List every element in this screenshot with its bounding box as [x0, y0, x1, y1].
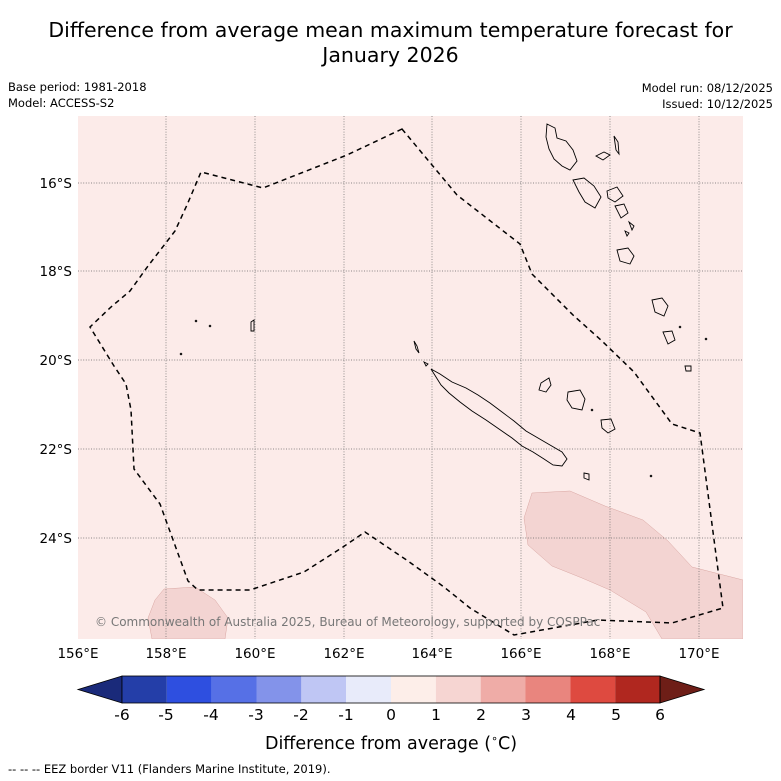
colorbar-swatch [122, 676, 167, 703]
colorbar-swatch [435, 676, 481, 703]
colorbar-arrow-high [659, 675, 706, 704]
coastlines [179, 123, 708, 481]
colorbar-swatch [346, 676, 391, 703]
base-period: Base period: 1981-2018 [8, 80, 147, 94]
lon-label-162e: 162°E [323, 646, 364, 662]
meta-left: Base period: 1981-2018 Model: ACCESS-S2 [8, 79, 147, 111]
colorbar-swatch [570, 676, 616, 703]
title-line-1: Difference from average mean maximum tem… [48, 18, 733, 42]
colorbar [76, 675, 706, 704]
colorbar-arrow-low [76, 675, 123, 704]
colorbar-swatch [391, 676, 436, 703]
cb-tick: 6 [655, 706, 665, 724]
eez-footnote: -- -- -- EEZ border V11 (Flanders Marine… [8, 762, 331, 776]
colorbar-swatch [615, 676, 660, 703]
cb-tick: 4 [566, 706, 576, 724]
lon-label-156e: 156°E [57, 646, 98, 662]
cb-tick: 0 [386, 706, 396, 724]
colorbar-swatch [211, 676, 257, 703]
cb-tick: -2 [293, 706, 308, 724]
loyalty-islands-coast [538, 377, 552, 393]
warm-anomaly-patch-south [147, 586, 229, 639]
graticule [78, 116, 743, 639]
cb-tick: -4 [203, 706, 218, 724]
lat-label-22s: 22°S [40, 442, 73, 458]
cb-tick: 5 [611, 706, 621, 724]
chart-title: Difference from average mean maximum tem… [0, 18, 781, 68]
lon-label-164e: 164°E [411, 646, 452, 662]
issued-date: Issued: 10/12/2025 [662, 97, 773, 111]
lat-label-20s: 20°S [40, 353, 73, 369]
warm-anomaly-patch-east [523, 490, 743, 639]
colorbar-swatch [166, 676, 212, 703]
lon-label-158e: 158°E [145, 646, 186, 662]
colorbar-swatch [301, 676, 347, 703]
lat-label-18s: 18°S [40, 264, 73, 280]
lon-label-160e: 160°E [234, 646, 275, 662]
new-caledonia-coast [430, 368, 568, 467]
vanuatu-coast [545, 123, 578, 171]
lon-label-166e: 166°E [500, 646, 541, 662]
copyright-text: © Commonwealth of Australia 2025, Bureau… [95, 615, 600, 629]
lat-label-16s: 16°S [40, 176, 73, 192]
longitude-labels: 156°E 158°E 160°E 162°E 164°E 166°E 168°… [57, 646, 719, 662]
model-run: Model run: 08/12/2025 [641, 81, 773, 95]
lat-label-24s: 24°S [40, 531, 73, 547]
model-name: Model: ACCESS-S2 [8, 96, 115, 110]
colorbar-title: Difference from average (∘C) [265, 732, 517, 754]
lon-label-168e: 168°E [589, 646, 630, 662]
cb-tick: -6 [114, 706, 129, 724]
colorbar-swatch [525, 676, 571, 703]
colorbar-swatch [256, 676, 302, 703]
cb-tick: -1 [338, 706, 353, 724]
latitude-labels: 16°S 18°S 20°S 22°S 24°S [40, 176, 73, 547]
colorbar-tick-labels: -6 -5 -4 -3 -2 -1 0 1 2 3 4 5 6 [114, 706, 665, 724]
cb-tick: -3 [248, 706, 263, 724]
lon-label-170e: 170°E [678, 646, 719, 662]
colorbar-frame [121, 675, 661, 704]
cb-tick: 3 [521, 706, 531, 724]
title-line-2: January 2026 [322, 43, 459, 67]
cb-tick: 1 [431, 706, 441, 724]
meta-right: Model run: 08/12/2025 Issued: 10/12/2025 [642, 80, 773, 112]
colorbar-swatch [480, 676, 526, 703]
cb-tick: -5 [158, 706, 173, 724]
cb-tick: 2 [476, 706, 486, 724]
